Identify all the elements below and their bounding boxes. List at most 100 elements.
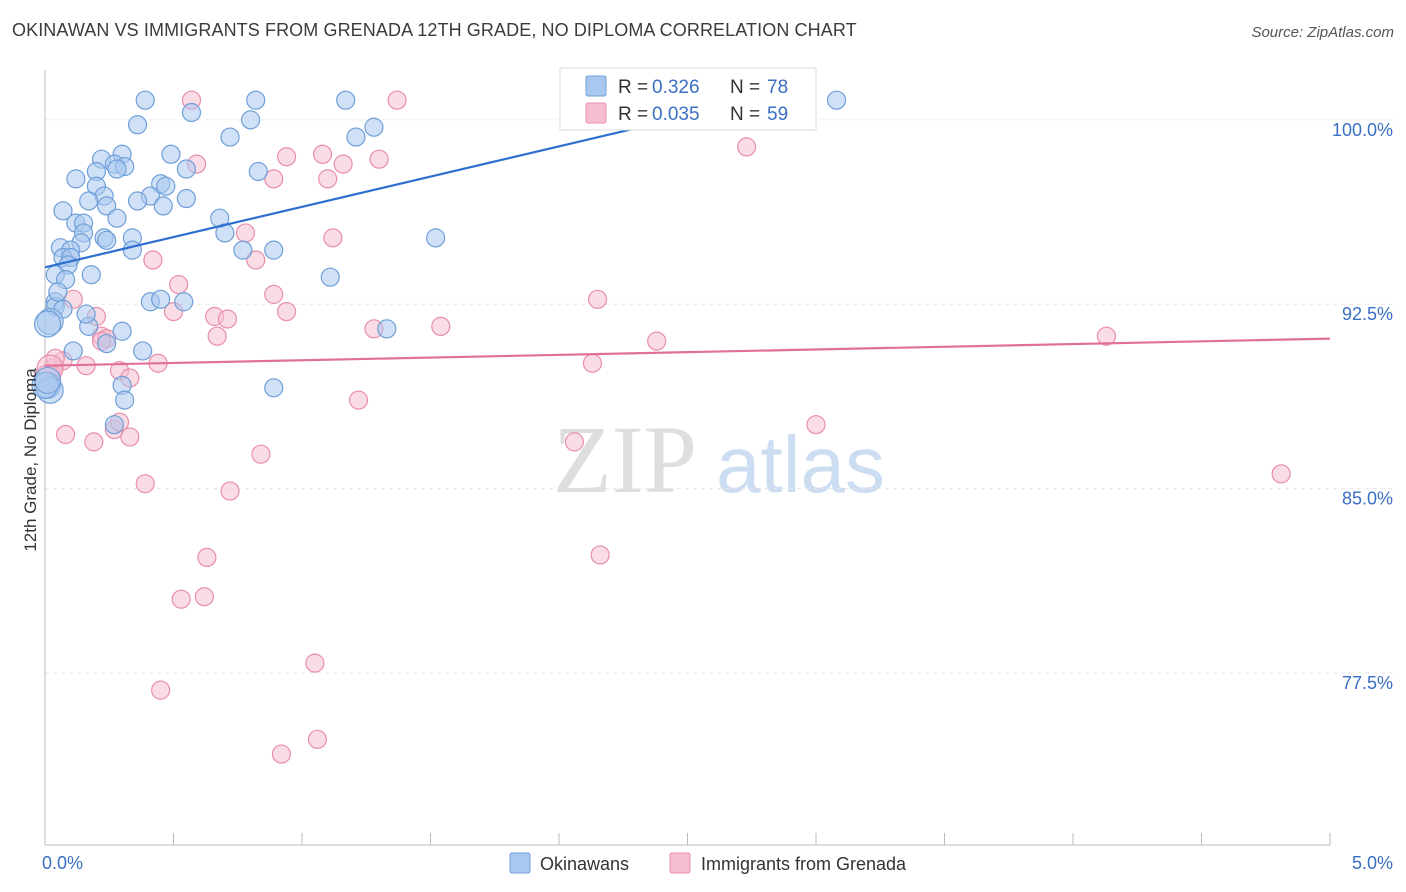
grenada-point	[246, 250, 266, 270]
okinawan-point	[97, 333, 117, 354]
okinawan-point	[76, 304, 96, 324]
okinawan-point	[426, 228, 446, 248]
okinawan-point	[33, 310, 62, 338]
axes	[44, 70, 1331, 846]
okinawan-point	[66, 169, 86, 189]
grenada-point	[271, 744, 292, 764]
okinawan-point	[127, 191, 148, 211]
okinawan-point	[176, 159, 196, 179]
grenada-point	[151, 680, 171, 700]
grenada-point	[197, 547, 217, 568]
okinawan-point	[97, 230, 117, 250]
grenada-point	[590, 545, 610, 565]
legend-swatch-pink	[585, 102, 607, 124]
okinawan-points	[31, 90, 847, 435]
grenada-point	[323, 228, 343, 248]
okinawan-point	[174, 292, 194, 312]
legend-swatch-blue	[585, 75, 607, 97]
trend-lines	[44, 108, 1331, 367]
okinawan-point	[346, 127, 366, 147]
grenada-point	[737, 137, 757, 157]
legend-r-label-blue: R =	[618, 77, 648, 98]
watermark-zip: ZIP	[553, 406, 697, 513]
okinawan-point	[81, 265, 101, 285]
grenada-point	[171, 589, 191, 609]
grenada-point	[264, 284, 284, 304]
grenada-point	[333, 154, 353, 174]
okinawan-point	[135, 90, 155, 110]
grenada-point	[235, 223, 256, 243]
grenada-point	[564, 432, 585, 452]
bottom-legend-label-pink: Immigrants from Grenada	[701, 854, 907, 874]
y-tick-label: 100.0%	[1332, 120, 1393, 140]
grenada-point	[220, 481, 240, 501]
grenada-point	[264, 169, 284, 189]
grenada-point	[369, 149, 389, 169]
okinawan-point	[181, 102, 202, 123]
okinawan-point	[246, 90, 266, 110]
okinawan-point	[156, 176, 176, 196]
grenada-point	[55, 424, 76, 445]
okinawan-point	[97, 196, 117, 216]
grenada-point	[647, 331, 667, 351]
grenada-point	[312, 144, 333, 164]
grenada-point	[276, 147, 297, 167]
grenada-point	[135, 474, 155, 494]
grenada-trend-line	[44, 337, 1331, 367]
okinawan-trend-line	[44, 108, 714, 269]
chart-title: OKINAWAN VS IMMIGRANTS FROM GRENADA 12TH…	[12, 20, 857, 40]
grenada-point	[305, 653, 325, 673]
stats-legend: R = 0.326 N = 78 R = 0.035 N = 59	[559, 67, 817, 131]
okinawan-point	[233, 240, 253, 260]
okinawan-point	[115, 390, 135, 410]
grenada-point	[207, 326, 227, 346]
y-tick-label: 92.5%	[1342, 304, 1393, 324]
okinawan-point	[133, 341, 153, 361]
okinawan-point	[153, 196, 173, 216]
okinawan-point	[33, 366, 62, 395]
legend-r-value-blue: 0.326	[652, 77, 700, 98]
okinawan-point	[264, 240, 284, 260]
grenada-point	[1096, 326, 1117, 346]
okinawan-point	[53, 201, 73, 221]
watermark-atlas: atlas	[716, 420, 885, 509]
okinawan-point	[264, 378, 284, 398]
legend-n-value-pink: 59	[767, 104, 788, 125]
grenada-point	[251, 444, 271, 464]
okinawan-point	[79, 191, 99, 211]
grenada-point	[169, 274, 189, 295]
okinawan-point	[826, 90, 847, 110]
grenada-point	[587, 289, 608, 309]
okinawan-point	[241, 110, 261, 130]
y-tick-label: 85.0%	[1342, 489, 1393, 509]
bottom-legend-swatch-blue	[509, 852, 531, 874]
grenada-point	[582, 353, 603, 373]
grenada-point	[1271, 464, 1291, 484]
okinawan-point	[161, 144, 181, 164]
legend-n-label-pink: N =	[730, 104, 760, 125]
grenada-point	[217, 309, 238, 329]
grenada-point	[84, 432, 104, 452]
okinawan-point	[176, 188, 196, 209]
grenada-point	[276, 302, 297, 322]
x-tick-label: 5.0%	[1352, 853, 1393, 873]
legend-r-value-pink: 0.035	[652, 104, 700, 125]
grenada-point	[120, 427, 140, 447]
legend-n-value-blue: 78	[767, 77, 788, 98]
okinawan-point	[122, 240, 142, 260]
okinawan-point	[220, 127, 240, 147]
grid-lines	[45, 119, 1395, 674]
grenada-point	[143, 250, 163, 270]
source-label: Source: ZipAtlas.com	[1251, 24, 1394, 41]
x-tick-label: 0.0%	[42, 853, 83, 873]
okinawan-point	[336, 90, 356, 110]
grenada-point	[431, 316, 451, 336]
bottom-legend-label-blue: Okinawans	[540, 854, 629, 874]
okinawan-point	[107, 208, 127, 228]
legend-r-label-pink: R =	[618, 104, 648, 125]
bottom-legend-swatch-pink	[669, 852, 691, 874]
okinawan-point	[248, 161, 268, 182]
okinawan-point	[63, 341, 83, 361]
okinawan-point	[377, 319, 397, 339]
